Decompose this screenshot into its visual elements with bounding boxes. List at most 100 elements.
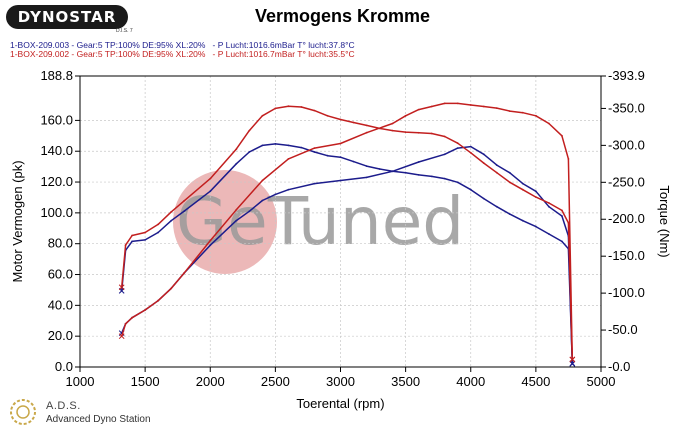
data-point: [456, 147, 459, 150]
end-marker: [569, 361, 576, 367]
data-point: [261, 179, 264, 182]
data-point: [521, 188, 524, 191]
data-point: [274, 193, 277, 196]
data-point: [482, 105, 485, 108]
data-point: [157, 223, 160, 226]
data-point: [313, 182, 316, 185]
ads-title: A.D.S.: [46, 400, 81, 412]
y2-tick-label: -0.0: [608, 359, 630, 374]
data-point: [404, 131, 407, 134]
y-tick-label: 120.0: [40, 174, 73, 189]
watermark-text: GeTuned: [176, 183, 464, 260]
data-point: [417, 108, 420, 111]
data-point: [508, 171, 511, 174]
data-point: [326, 154, 329, 157]
data-point: [495, 164, 498, 167]
data-point: [443, 153, 446, 156]
data-point: [339, 142, 342, 145]
data-point: [482, 197, 485, 200]
data-point: [248, 210, 251, 213]
data-point: [548, 122, 550, 125]
x-tick-label: 1500: [131, 374, 160, 389]
x-tick-label: 2000: [196, 374, 225, 389]
data-point: [469, 151, 472, 154]
data-point: [391, 122, 394, 125]
data-point: [521, 219, 524, 222]
data-point: [261, 114, 264, 117]
data-point: [548, 202, 550, 204]
data-point: [326, 114, 329, 117]
data-point: [417, 131, 420, 134]
data-point: [157, 231, 160, 234]
data-point: [170, 211, 173, 213]
data-point: [287, 105, 290, 108]
y-tick-label: 60.0: [48, 267, 73, 282]
data-point: [391, 170, 394, 173]
data-point: [548, 205, 550, 208]
data-point: [209, 239, 212, 242]
data-point: [495, 205, 498, 208]
data-point: [430, 105, 433, 108]
data-point: [300, 146, 303, 149]
start-marker: [118, 333, 125, 340]
series-line-torque-0: [120, 143, 574, 364]
data-point: [183, 210, 186, 213]
data-point: [561, 134, 563, 137]
y2-tick-label: -200.0: [608, 211, 645, 226]
y-axis-label: Motor Vermogen (pk): [10, 160, 25, 282]
data-point: [430, 132, 433, 135]
y2-tick-label: -250.0: [608, 174, 645, 189]
chart-title: Vermogens Kromme: [254, 6, 431, 26]
y2-tick-label: -393.9: [608, 68, 645, 83]
legend-entry-run-002: 1-BOX-209.002 - Gear:5 TP:100% DE:95% XL…: [10, 49, 355, 59]
data-point: [144, 239, 147, 241]
data-point: [417, 174, 420, 176]
watermark-circle: [173, 170, 277, 274]
data-point: [567, 158, 570, 160]
data-point: [469, 145, 472, 148]
data-point: [521, 111, 524, 114]
data-point: [567, 222, 570, 224]
x-tick-label: 2500: [261, 374, 290, 389]
y-tick-label: 140.0: [40, 143, 73, 158]
data-point: [482, 153, 485, 156]
y-tick-label: 80.0: [48, 236, 73, 251]
data-point: [495, 107, 498, 109]
y2-axis-label: Torque (Nm): [657, 185, 672, 257]
data-point: [131, 316, 134, 319]
data-point: [170, 219, 173, 222]
data-point: [235, 219, 238, 222]
data-point: [248, 151, 251, 153]
data-point: [443, 135, 446, 138]
data-point: [469, 104, 472, 106]
data-point: [170, 287, 173, 290]
data-point: [430, 175, 433, 178]
end-marker: [569, 356, 576, 363]
data-point: [456, 142, 459, 145]
data-point: [365, 131, 368, 134]
data-point: [391, 129, 394, 132]
data-point: [352, 121, 355, 124]
y2-tick-label: -300.0: [608, 137, 645, 152]
ads-subtitle: Advanced Dyno Station: [46, 414, 151, 425]
data-point: [521, 182, 524, 185]
data-point: [124, 322, 127, 325]
data-point: [561, 209, 563, 212]
data-point: [313, 109, 316, 112]
legend-entry-run-003: 1-BOX-209.003 - Gear:5 TP:100% DE:95% XL…: [10, 40, 355, 50]
data-point: [352, 160, 355, 163]
data-point: [365, 124, 368, 127]
data-point: [456, 181, 459, 184]
data-point: [261, 199, 264, 202]
data-point: [144, 309, 147, 311]
data-point: [131, 234, 134, 237]
y-tick-label: 40.0: [48, 297, 73, 312]
data-point: [404, 114, 407, 117]
data-point: [124, 244, 127, 247]
data-point: [495, 171, 498, 174]
data-point: [508, 181, 511, 184]
data-point: [469, 188, 472, 191]
data-point: [365, 165, 368, 168]
data-point: [339, 156, 342, 159]
